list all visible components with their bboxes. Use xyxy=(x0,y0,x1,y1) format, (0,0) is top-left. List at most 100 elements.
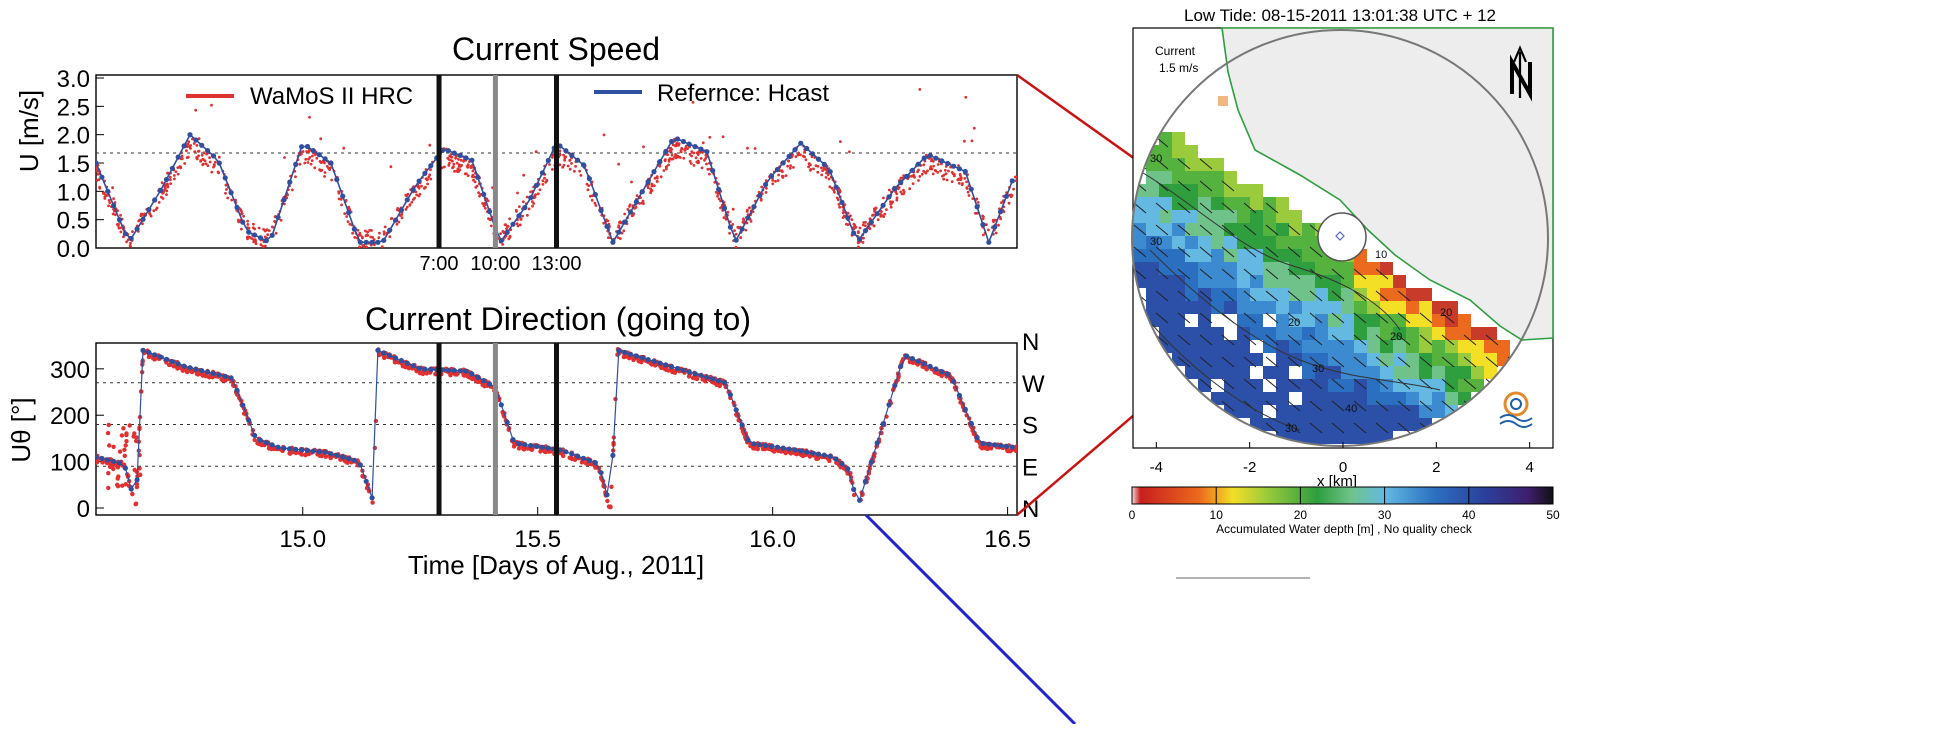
current-vector xyxy=(1331,334,1345,346)
speed-wamos-point xyxy=(617,162,620,166)
speed-wamos-point xyxy=(456,167,460,171)
speed-hcast-point xyxy=(768,173,775,179)
speed-wamos-point xyxy=(529,190,532,194)
depth-cell xyxy=(1289,236,1302,249)
depth-cell xyxy=(1445,379,1458,392)
direction-hcast-point xyxy=(904,353,910,359)
depth-cell xyxy=(1198,158,1211,171)
direction-hcast-point xyxy=(105,457,111,463)
map-xticks: -4 -2 0 2 4 xyxy=(1150,442,1534,476)
speed-wamos-point xyxy=(649,187,652,191)
speed-hcast-point xyxy=(146,207,152,213)
depth-cell xyxy=(1146,249,1159,262)
speed-wamos-point xyxy=(466,174,470,178)
speed-wamos-point xyxy=(931,172,935,176)
depth-cell xyxy=(1224,353,1237,366)
direction-wamos-point xyxy=(132,467,137,473)
speed-wamos-point xyxy=(246,223,250,226)
speed-wamos-point xyxy=(924,171,928,175)
speed-wamos-point xyxy=(696,159,700,163)
speed-wamos-point xyxy=(417,194,421,198)
speed-wamos-point xyxy=(662,169,666,172)
speed-wamos-point xyxy=(208,156,212,160)
speed-wamos-point xyxy=(894,190,897,194)
speed-wamos-point xyxy=(820,166,823,170)
direction-hcast-point xyxy=(880,421,886,427)
speed-hcast-point xyxy=(939,158,945,164)
depth-cell xyxy=(1211,288,1224,301)
depth-cell xyxy=(1341,353,1354,366)
speed-wamos-point xyxy=(570,162,573,165)
speed-hcast-point xyxy=(398,207,404,213)
depth-cell xyxy=(1198,223,1211,236)
speed-wamos-point xyxy=(380,245,384,248)
speed-wamos-point xyxy=(957,181,961,185)
direction-hcast-point xyxy=(821,452,827,458)
depth-cell xyxy=(1484,353,1497,366)
direction-wamos-point xyxy=(529,447,535,452)
depth-cell xyxy=(1224,366,1237,379)
direction-wamos-point xyxy=(521,447,527,452)
speed-hcast-point xyxy=(428,163,434,169)
speed-wamos-point xyxy=(107,199,111,202)
colorbar-tick-label: 30 xyxy=(1378,508,1392,522)
depth-cell xyxy=(1393,353,1406,366)
depth-cell xyxy=(1341,431,1354,444)
direction-wamos-point xyxy=(123,482,128,487)
depth-cell xyxy=(1237,340,1250,353)
map-xtick-label: -4 xyxy=(1150,459,1163,476)
speed-hcast-point xyxy=(815,156,822,162)
direction-hcast-point xyxy=(469,371,475,377)
speed-wamos-point xyxy=(465,164,469,168)
speed-wamos-point xyxy=(210,170,214,174)
direction-hcast-point xyxy=(586,457,593,464)
depth-cell xyxy=(1432,392,1445,405)
speed-wamos-point xyxy=(176,166,180,170)
depth-cell xyxy=(1380,379,1393,392)
speed-wamos-point xyxy=(165,193,168,197)
depth-cell xyxy=(1172,288,1185,301)
direction-xtick-label: 15.0 xyxy=(279,526,326,553)
speed-wamos-point xyxy=(630,214,634,218)
speed-wamos-point xyxy=(344,199,348,202)
direction-hcast-point xyxy=(845,466,851,472)
depth-cell xyxy=(1211,327,1224,340)
speed-hcast-point xyxy=(592,191,598,198)
current-vector xyxy=(1331,312,1345,324)
speed-wamos-point xyxy=(706,167,710,171)
direction-hcast-point xyxy=(622,349,628,355)
speed-wamos-point xyxy=(703,158,706,162)
direction-hcast-point xyxy=(951,378,957,384)
current-vector xyxy=(1353,400,1367,412)
direction-hcast-point xyxy=(598,470,604,476)
depth-cell xyxy=(1133,210,1146,223)
speed-wamos-point xyxy=(264,229,268,232)
speed-wamos-point xyxy=(780,169,784,173)
speed-wamos-point xyxy=(659,175,663,179)
depth-cell xyxy=(1276,210,1289,223)
direction-hcast-point xyxy=(851,486,857,492)
speed-wamos-point xyxy=(320,168,324,172)
speed-ytick-label: 0.5 xyxy=(57,208,90,235)
speed-wamos-point xyxy=(113,213,117,217)
speed-hcast-point xyxy=(522,205,528,211)
depth-cell xyxy=(1367,379,1380,392)
depth-cell xyxy=(1445,353,1458,366)
speed-hcast-point xyxy=(904,173,910,179)
speed-wamos-point xyxy=(939,169,942,173)
current-vector xyxy=(1155,224,1169,236)
current-vector xyxy=(1331,356,1345,368)
direction-wamos-point xyxy=(609,484,614,489)
depth-cell xyxy=(1315,431,1328,444)
depth-cell xyxy=(1224,171,1237,184)
speed-wamos-point xyxy=(997,223,1000,227)
current-vector xyxy=(1199,312,1213,324)
direction-hcast-point xyxy=(704,374,710,380)
current-vector xyxy=(1485,356,1499,368)
speed-wamos-point xyxy=(489,224,493,228)
speed-wamos-point xyxy=(318,168,321,172)
current-vector xyxy=(1287,400,1301,412)
direction-wamos-point xyxy=(394,359,400,365)
speed-wamos-point xyxy=(192,142,196,145)
direction-wamos-point xyxy=(124,439,129,444)
